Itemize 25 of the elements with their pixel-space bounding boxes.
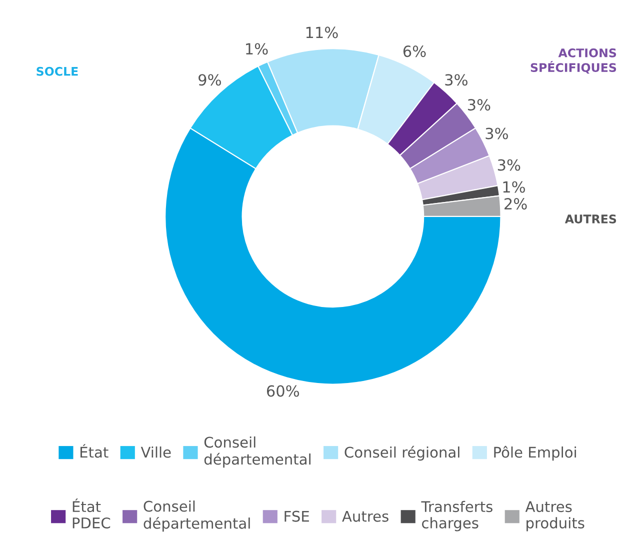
data-label: 60%: [266, 385, 300, 397]
data-label: 1%: [503, 181, 525, 193]
data-label: 1%: [246, 43, 268, 55]
legend-label: Conseil régional: [344, 446, 460, 461]
legend-label: Pôle Emploi: [494, 446, 576, 461]
legend-label: Conseil départemental: [144, 500, 250, 532]
legend-label: Ville: [140, 446, 171, 458]
data-label: 3%: [486, 128, 508, 140]
data-label: 2%: [504, 198, 527, 210]
data-label: 6%: [403, 46, 426, 58]
data-label: 3%: [498, 159, 520, 171]
legend-label: Autres: [342, 510, 388, 522]
text: ACTIONS SPÉCIFIQUES: [530, 48, 616, 74]
legend-label: État PDEC: [72, 498, 110, 528]
legend-label: État: [80, 444, 108, 458]
data-label: 3%: [468, 99, 490, 111]
data-label: 9%: [198, 74, 221, 86]
data-label: 11%: [306, 26, 338, 38]
legend-label: Autres produits: [525, 501, 584, 532]
data-label: 3%: [445, 74, 468, 86]
text: AUTRES: [564, 214, 616, 224]
legend-label: FSE: [284, 510, 309, 522]
legend-label: Conseil départemental: [204, 436, 310, 468]
legend-label: Transferts charges: [421, 500, 492, 532]
text: SOCLE: [36, 66, 78, 76]
